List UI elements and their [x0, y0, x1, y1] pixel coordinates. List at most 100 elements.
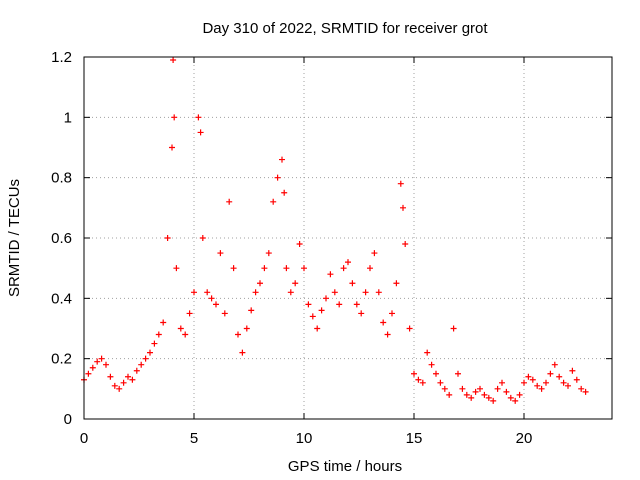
y-tick-label: 0 — [64, 411, 72, 428]
data-point — [397, 180, 404, 187]
data-point — [85, 370, 92, 377]
data-point — [336, 301, 343, 308]
data-point — [94, 358, 101, 365]
data-point — [305, 301, 312, 308]
data-point — [512, 397, 519, 404]
data-point — [98, 355, 105, 362]
data-point — [345, 259, 351, 266]
x-tick-label: 10 — [296, 430, 313, 447]
data-point — [565, 382, 571, 389]
data-point — [164, 235, 171, 241]
data-point — [485, 394, 492, 401]
data-point — [195, 114, 202, 121]
data-point — [573, 376, 580, 383]
data-point — [551, 361, 558, 368]
data-point — [226, 198, 233, 205]
data-point — [419, 379, 426, 386]
data-point — [499, 379, 505, 386]
data-point — [400, 204, 406, 211]
data-point — [455, 370, 461, 377]
data-point — [393, 280, 400, 287]
data-point — [171, 114, 178, 121]
y-tick-label: 0.4 — [51, 290, 72, 307]
y-tick-label: 1 — [64, 109, 72, 126]
data-point — [314, 325, 321, 332]
data-point — [142, 355, 149, 362]
data-point — [116, 385, 123, 392]
data-point — [217, 250, 224, 257]
data-point — [235, 331, 241, 338]
data-point — [415, 376, 422, 383]
data-point — [358, 310, 365, 317]
data-point — [503, 388, 510, 395]
data-point — [367, 265, 373, 272]
data-point — [459, 385, 466, 392]
data-point — [292, 280, 299, 287]
data-point — [120, 379, 127, 386]
data-point — [371, 250, 378, 257]
data-point — [450, 325, 457, 332]
data-point — [281, 189, 288, 196]
data-point — [170, 57, 177, 64]
data-point — [411, 370, 417, 377]
data-point — [270, 198, 277, 205]
data-point — [428, 361, 435, 368]
data-point — [490, 397, 497, 404]
x-tick-labels: 0 5 10 15 20 — [80, 430, 533, 447]
data-point — [204, 289, 211, 296]
data-point — [582, 388, 589, 395]
data-point — [323, 295, 329, 302]
data-series-srmtid — [81, 57, 589, 404]
data-point — [169, 144, 175, 151]
data-point — [186, 310, 193, 317]
x-tick-label: 15 — [406, 430, 423, 447]
data-point — [441, 385, 448, 392]
data-point — [265, 250, 272, 257]
data-point — [547, 370, 554, 377]
y-axis-label: SRMTID / TECUs — [6, 179, 23, 297]
data-point — [301, 265, 307, 272]
data-point — [296, 241, 303, 248]
data-point — [406, 325, 413, 332]
data-point — [463, 391, 470, 398]
data-point — [578, 385, 585, 392]
data-point — [560, 379, 567, 386]
data-point — [213, 301, 219, 308]
data-point — [151, 340, 158, 347]
data-point — [402, 241, 409, 248]
y-tick-label: 0.2 — [51, 351, 72, 368]
data-point — [138, 361, 145, 368]
data-point — [103, 361, 109, 368]
data-point — [283, 265, 290, 272]
data-point — [494, 385, 501, 392]
data-point — [129, 376, 136, 383]
chart-title: Day 310 of 2022, SRMTID for receiver gro… — [202, 20, 488, 37]
axis-ticks — [83, 56, 612, 420]
x-tick-label: 5 — [190, 430, 198, 447]
data-point — [279, 156, 285, 163]
data-point — [331, 289, 338, 296]
data-point — [389, 310, 395, 317]
data-point — [424, 349, 431, 356]
data-point — [177, 325, 184, 332]
data-point — [309, 313, 316, 320]
y-tick-label: 0.6 — [51, 230, 72, 247]
data-point — [525, 373, 532, 380]
data-point — [534, 382, 541, 389]
data-point — [243, 325, 250, 332]
y-tick-label: 0.8 — [51, 170, 72, 187]
data-point — [89, 364, 96, 371]
data-point — [274, 174, 281, 181]
data-point — [446, 391, 453, 398]
data-point — [481, 391, 488, 398]
data-point — [362, 289, 369, 296]
data-point — [521, 379, 527, 386]
data-point — [375, 289, 382, 296]
data-point — [472, 388, 479, 395]
data-point — [257, 280, 263, 287]
data-point — [230, 265, 237, 272]
data-point — [569, 367, 576, 374]
data-point — [125, 373, 131, 380]
data-point — [437, 379, 444, 386]
